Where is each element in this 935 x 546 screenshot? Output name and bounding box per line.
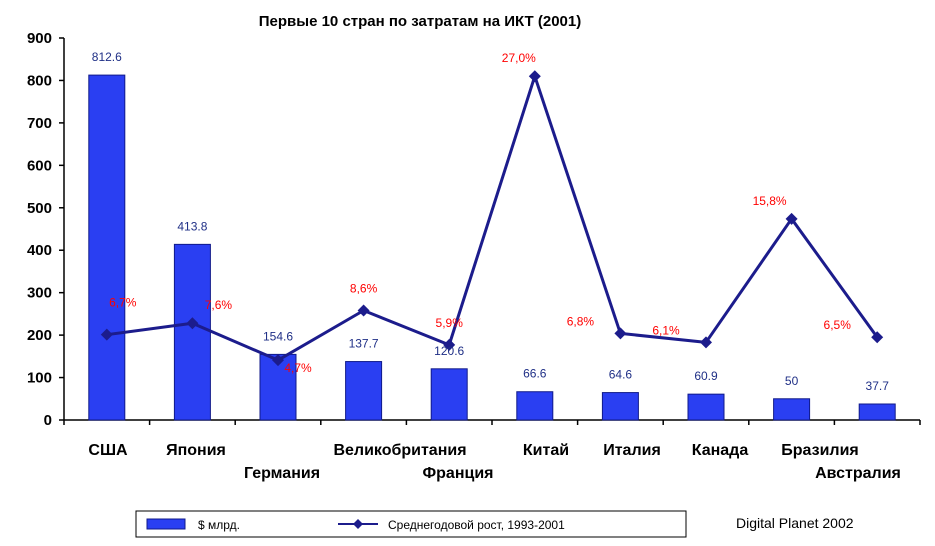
bar: [601, 392, 639, 421]
bar: [858, 403, 896, 421]
growth-point: [357, 304, 370, 317]
y-tick-label: 0: [44, 412, 52, 429]
growth-point: [528, 70, 541, 83]
y-tick-label: 600: [27, 157, 52, 174]
growth-value-label: 7,6%: [205, 298, 233, 312]
growth-value-label: 6,8%: [567, 314, 595, 328]
y-tick-label: 300: [27, 285, 52, 302]
growth-value-label: 27,0%: [502, 51, 536, 65]
chart-title: Первые 10 стран по затратам на ИКТ (2001…: [259, 13, 581, 30]
legend-bar-label: $ млрд.: [198, 518, 240, 532]
y-tick-label: 900: [27, 30, 52, 47]
x-tick-label: Япония: [166, 442, 226, 459]
legend: $ млрд. Среднегодовой рост, 1993-2001: [135, 510, 687, 538]
growth-point: [186, 317, 199, 330]
x-tick-label: Великобритания: [333, 442, 466, 459]
growth-line: [106, 74, 879, 362]
x-tick-label: США: [88, 442, 128, 459]
bar: [88, 74, 126, 421]
bar: [687, 393, 725, 421]
growth-value-label: 6,1%: [652, 323, 680, 337]
x-tick-label: Австралия: [815, 465, 901, 482]
x-tick-label: Италия: [603, 442, 661, 459]
bar-value-label: 812.6: [92, 50, 122, 64]
bar-value-label: 137.7: [349, 337, 379, 351]
growth-point: [614, 327, 627, 340]
growth-line-group: [100, 70, 884, 367]
x-tick-label: Китай: [523, 442, 569, 459]
bar: [516, 391, 554, 421]
growth-point: [700, 336, 712, 349]
bars-group: [88, 74, 896, 421]
growth-value-label: 15,8%: [753, 194, 787, 208]
growth-point: [871, 331, 884, 344]
x-tick-label: Бразилия: [781, 442, 859, 459]
growth-point: [272, 354, 284, 367]
bar-value-label: 66.6: [523, 367, 547, 381]
bar-value-label: 60.9: [694, 369, 718, 383]
legend-line-marker: [353, 519, 363, 529]
y-tick-label: 400: [27, 242, 52, 259]
bar-value-label: 120.6: [434, 344, 464, 358]
bar-value-label: 50: [785, 374, 799, 388]
growth-value-label: 6,5%: [824, 318, 852, 332]
legend-line-label: Среднегодовой рост, 1993-2001: [388, 518, 565, 532]
x-tick-label: Германия: [244, 465, 320, 482]
bar: [773, 398, 811, 421]
x-tick-label: Канада: [692, 442, 749, 459]
legend-bar-swatch: [146, 518, 186, 530]
bar-value-label: 37.7: [866, 379, 890, 393]
y-tick-label: 100: [27, 370, 52, 387]
bar: [430, 368, 468, 421]
growth-value-label: 6,7%: [109, 296, 137, 310]
growth-value-label: 8,6%: [350, 281, 378, 295]
growth-value-label: 4,7%: [284, 361, 312, 375]
growth-point: [443, 338, 456, 351]
y-tick-label: 700: [27, 115, 52, 132]
legend-box: [135, 510, 687, 538]
y-tick-label: 200: [27, 327, 52, 344]
y-tick-label: 800: [27, 72, 52, 89]
bar: [173, 243, 211, 421]
growth-point: [785, 212, 798, 225]
axes: 0 100 200 300 400 500 600 700 800 900: [27, 30, 921, 429]
x-tick-label: Франция: [423, 465, 494, 482]
bar-value-label: 154.6: [263, 329, 293, 343]
y-tick-label: 500: [27, 200, 52, 217]
bar-value-label: 413.8: [177, 219, 207, 233]
x-tick-labels: США Япония Германия Великобритания Франция Ки…: [88, 442, 900, 482]
source-credit: Digital Planet 2002: [736, 515, 854, 531]
growth-value-label: 5,9%: [436, 316, 464, 330]
growth-point: [100, 328, 113, 341]
bar: [345, 361, 383, 421]
bar-value-label: 64.6: [609, 368, 633, 382]
data-labels-group: 812.6 413.8 154.6 137.7 120.6 66.6 64.6 60.9 50 3…: [92, 50, 889, 393]
